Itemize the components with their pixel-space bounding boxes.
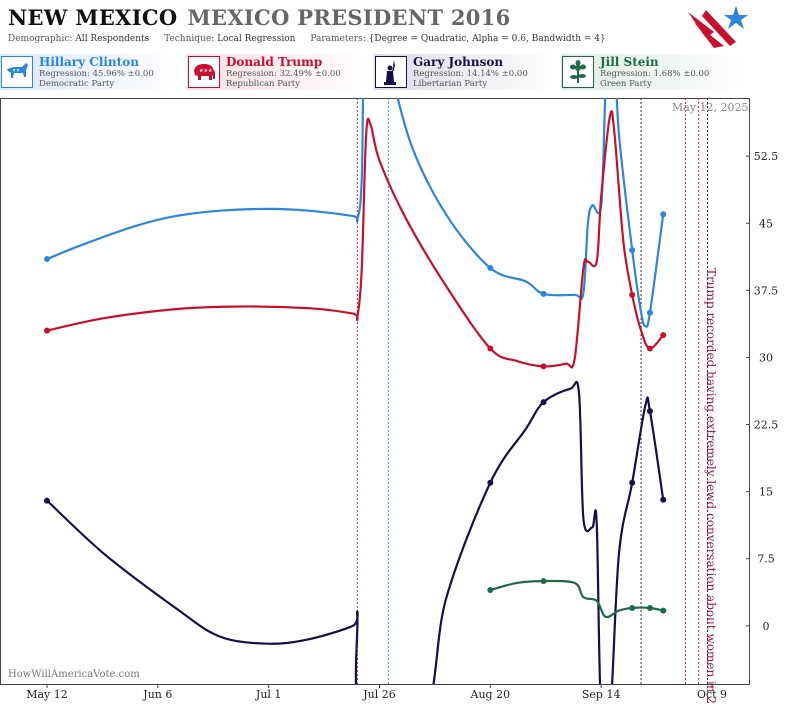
technique-value: Local Regression bbox=[217, 34, 296, 44]
series-line-clinton bbox=[46, 98, 665, 328]
parameters-value: {Degree = Quadratic, Alpha = 0.6, Bandwi… bbox=[368, 34, 606, 44]
candidate-regression: Regression: 1.68% ±0.00 bbox=[600, 69, 710, 79]
data-point-trump bbox=[487, 345, 494, 352]
data-point-johnson bbox=[540, 399, 547, 406]
x-tick-label: Jun 6 bbox=[142, 688, 172, 701]
demographic-value: All Respondents bbox=[75, 34, 150, 44]
elephant-icon: ★★★ bbox=[188, 56, 220, 88]
candidate-party: Democratic Party bbox=[39, 79, 115, 89]
data-point-trump bbox=[540, 363, 547, 370]
candidate-trump[interactable]: ★★★ Donald Trump Regression: 32.49% ±0.0… bbox=[187, 54, 371, 90]
series-clinton bbox=[44, 98, 667, 328]
candidate-name: Jill Stein bbox=[600, 55, 659, 69]
y-tick-label: 45 bbox=[759, 217, 773, 230]
candidate-party: Libertarian Party bbox=[413, 79, 488, 89]
y-tick-label: 0 bbox=[763, 620, 770, 633]
data-point-johnson bbox=[487, 479, 494, 486]
y-tick-label: 30 bbox=[759, 351, 773, 364]
data-point-johnson bbox=[629, 479, 636, 486]
chart-date: May 12, 2025 bbox=[672, 101, 749, 114]
candidate-party: Green Party bbox=[600, 79, 652, 89]
data-point-trump bbox=[44, 327, 50, 334]
donkey-icon bbox=[1, 56, 33, 88]
series-line-johnson bbox=[46, 380, 665, 684]
x-tick-label: Jul 26 bbox=[362, 688, 396, 701]
plot-frame bbox=[0, 98, 750, 685]
y-tick-label: 37.5 bbox=[754, 284, 779, 297]
site-watermark: HowWillAmericaVote.com bbox=[8, 669, 140, 680]
candidate-clinton[interactable]: Hillary Clinton Regression: 45.96% ±0.00… bbox=[0, 54, 184, 90]
data-point-trump bbox=[646, 345, 653, 352]
data-point-johnson bbox=[44, 497, 50, 504]
data-point-trump bbox=[629, 291, 636, 298]
data-point-stein bbox=[629, 604, 636, 611]
race-name: MEXICO PRESIDENT 2016 bbox=[187, 5, 511, 30]
y-tick-label: 15 bbox=[759, 486, 773, 499]
candidate-regression: Regression: 14.14% ±0.00 bbox=[413, 69, 528, 79]
data-point-clinton bbox=[629, 247, 636, 254]
flower-icon bbox=[562, 56, 594, 88]
demographic-label: Demographic: bbox=[8, 34, 73, 44]
candidate-stein[interactable]: Jill Stein Regression: 1.68% ±0.00 Green… bbox=[561, 54, 745, 90]
data-point-stein bbox=[540, 578, 547, 585]
candidate-johnson[interactable]: Gary Johnson Regression: 14.14% ±0.00 Li… bbox=[374, 54, 558, 90]
chart-title: NEW MEXICO MEXICO PRESIDENT 2016 bbox=[8, 5, 511, 30]
series-johnson bbox=[44, 380, 667, 684]
svg-text:★★★: ★★★ bbox=[199, 68, 213, 74]
data-point-stein bbox=[646, 604, 653, 611]
data-point-clinton bbox=[44, 256, 50, 263]
technique-label: Technique: bbox=[164, 34, 215, 44]
data-point-clinton bbox=[646, 309, 653, 316]
data-point-clinton bbox=[540, 290, 547, 297]
data-point-johnson bbox=[646, 408, 653, 415]
candidate-legend: Hillary Clinton Regression: 45.96% ±0.00… bbox=[0, 54, 750, 92]
data-point-johnson bbox=[660, 496, 667, 503]
x-tick-label: May 12 bbox=[26, 688, 68, 701]
state-name: NEW MEXICO bbox=[8, 5, 178, 30]
data-point-stein bbox=[487, 587, 494, 594]
series-line-stein bbox=[490, 579, 664, 619]
x-tick-label: Oct 9 bbox=[697, 688, 727, 701]
data-point-clinton bbox=[487, 264, 494, 271]
parameters-label: Parameters: bbox=[310, 34, 366, 44]
parameters-line: Demographic: All Respondents Technique: … bbox=[8, 34, 606, 44]
candidate-name: Hillary Clinton bbox=[39, 55, 139, 69]
x-tick-label: Jul 1 bbox=[255, 688, 282, 701]
y-tick-label: 7.5 bbox=[757, 553, 775, 566]
statue-of-liberty-icon bbox=[375, 56, 407, 88]
series-line-trump bbox=[46, 110, 665, 369]
y-tick-label: 22.5 bbox=[754, 419, 779, 432]
series-trump bbox=[44, 110, 667, 370]
candidate-party: Republican Party bbox=[226, 79, 300, 89]
data-point-stein bbox=[660, 607, 667, 614]
series-stein bbox=[487, 578, 667, 619]
candidate-name: Gary Johnson bbox=[413, 55, 504, 69]
candidate-regression: Regression: 45.96% ±0.00 bbox=[39, 69, 154, 79]
site-logo bbox=[688, 6, 748, 48]
event-annotation: Trump recorded having extremely lewd con… bbox=[704, 268, 718, 704]
data-point-trump bbox=[660, 332, 667, 339]
x-tick-label: Sep 14 bbox=[582, 688, 621, 701]
data-point-clinton bbox=[660, 211, 667, 218]
y-tick-label: 52.5 bbox=[754, 150, 779, 163]
candidate-name: Donald Trump bbox=[226, 55, 323, 69]
candidate-regression: Regression: 32.49% ±0.00 bbox=[226, 69, 341, 79]
x-tick-label: Aug 20 bbox=[470, 688, 511, 701]
